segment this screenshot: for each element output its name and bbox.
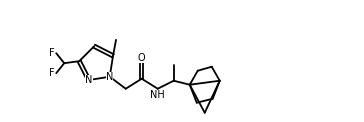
Text: O: O — [138, 53, 146, 63]
Text: N: N — [106, 72, 114, 82]
Text: NH: NH — [150, 90, 165, 100]
Text: F: F — [50, 48, 55, 58]
Text: F: F — [50, 68, 55, 78]
Text: N: N — [85, 75, 92, 85]
